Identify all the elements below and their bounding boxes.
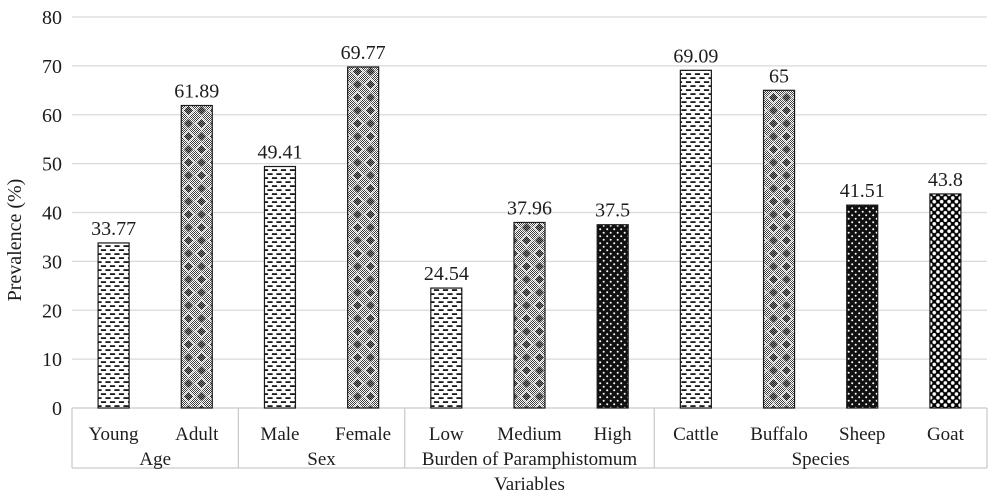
y-tick-label-20: 20 <box>42 300 62 322</box>
category-label-female: Female <box>335 424 391 445</box>
value-label-medium: 37.96 <box>507 197 552 219</box>
category-label-adult: Adult <box>175 424 219 445</box>
category-label-high: High <box>594 424 633 445</box>
group-label-age: Age <box>139 449 171 470</box>
y-tick-label-50: 50 <box>42 154 62 176</box>
group-label-burden-of-paramphistomum: Burden of Paramphistomum <box>422 449 638 470</box>
bar-medium <box>513 221 546 409</box>
category-label-low: Low <box>429 424 464 445</box>
bar-female <box>347 66 380 409</box>
y-tick-label-70: 70 <box>42 56 62 78</box>
category-label-buffalo: Buffalo <box>750 424 808 445</box>
y-axis-title: Prevalence (%) <box>4 179 26 302</box>
bar-buffalo <box>762 89 796 409</box>
y-tick-label-60: 60 <box>42 105 62 127</box>
value-label-young: 33.77 <box>91 218 136 240</box>
y-tick-label-10: 10 <box>42 349 62 371</box>
bar-young <box>97 242 130 409</box>
bars-layer <box>97 66 962 409</box>
bar-goat <box>929 193 962 409</box>
value-label-adult: 61.89 <box>174 81 219 103</box>
bar-high <box>596 224 629 409</box>
y-tick-label-80: 80 <box>42 7 62 29</box>
value-label-goat: 43.8 <box>928 169 963 191</box>
bar-male <box>263 165 297 409</box>
value-label-female: 69.77 <box>341 42 386 64</box>
bar-low <box>430 287 463 409</box>
gridlines-layer <box>72 16 987 409</box>
labels-layer: 0 10 20 30 40 50 60 70 80 Prevalence (%) 33.77 Youn… <box>4 7 965 495</box>
bar-cattle <box>679 69 712 409</box>
value-label-low: 24.54 <box>424 263 469 285</box>
category-label-medium: Medium <box>497 424 562 445</box>
y-tick-label-40: 40 <box>42 203 62 225</box>
x-axis-title: Variables <box>494 474 565 495</box>
value-label-male: 49.41 <box>257 142 302 164</box>
y-tick-label-0: 0 <box>52 398 62 420</box>
category-label-male: Male <box>260 424 299 445</box>
value-label-buffalo: 65 <box>769 65 789 87</box>
value-label-sheep: 41.51 <box>840 180 885 202</box>
category-label-goat: Goat <box>927 424 965 445</box>
category-label-sheep: Sheep <box>839 424 885 445</box>
bar-adult <box>180 104 213 409</box>
y-tick-label-30: 30 <box>42 251 62 273</box>
category-label-young: Young <box>89 424 139 445</box>
bar-sheep <box>846 204 879 409</box>
group-label-sex: Sex <box>307 449 336 470</box>
value-label-high: 37.5 <box>595 200 630 222</box>
value-label-cattle: 69.09 <box>673 45 718 67</box>
group-label-species: Species <box>792 449 850 470</box>
axes-layer <box>71 408 988 469</box>
category-label-cattle: Cattle <box>673 424 718 445</box>
